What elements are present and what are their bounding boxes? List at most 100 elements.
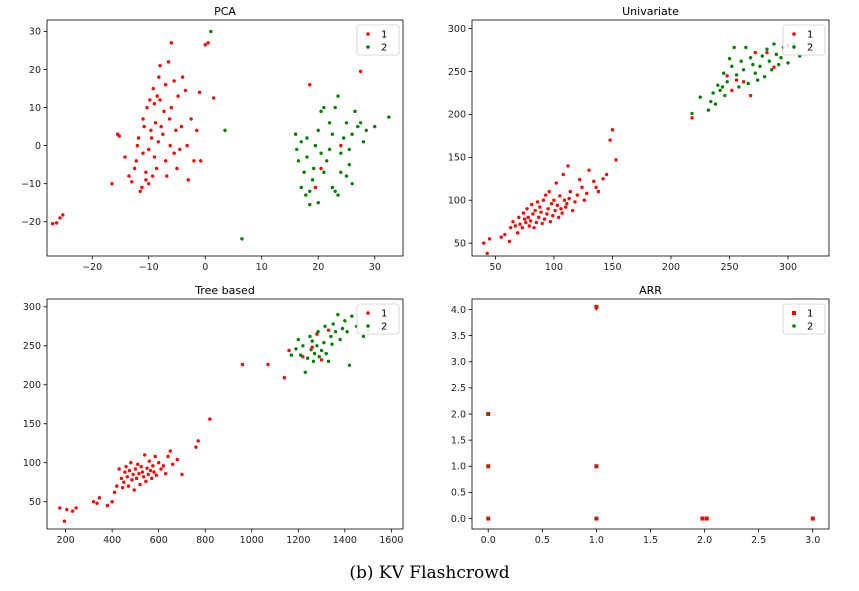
legend-marker xyxy=(792,311,796,315)
point-series-1 xyxy=(199,159,203,163)
chart-title: ARR xyxy=(639,284,662,297)
point-series-1 xyxy=(546,207,550,211)
point-series-2 xyxy=(330,185,335,190)
x-tick-label: 100 xyxy=(545,262,563,273)
point-series-2 xyxy=(353,109,357,114)
point-series-2 xyxy=(347,162,352,167)
point-series-2 xyxy=(769,68,774,72)
point-series-1 xyxy=(527,224,532,228)
y-tick-label: 2.5 xyxy=(451,383,466,394)
point-series-1 xyxy=(203,43,207,47)
legend-box xyxy=(782,303,826,335)
point-series-1 xyxy=(144,170,148,174)
y-tick-label: 100 xyxy=(448,196,466,207)
point-series-1 xyxy=(165,174,169,178)
point-series-1 xyxy=(585,191,589,196)
point-series-2 xyxy=(741,68,746,72)
point-series-1 xyxy=(154,166,159,171)
point-series-1 xyxy=(141,151,145,155)
point-series-1 xyxy=(183,88,188,93)
point-series-2 xyxy=(776,62,781,67)
point-series-1 xyxy=(562,198,567,202)
point-series-2 xyxy=(296,337,300,342)
point-series-1 xyxy=(156,140,161,144)
point-series-1 xyxy=(134,159,138,163)
point-series-1 xyxy=(141,117,145,121)
point-series-2 xyxy=(312,166,316,171)
point-series-2 xyxy=(330,132,335,136)
x-tick-label: 1000 xyxy=(240,535,264,546)
x-tick-label: 600 xyxy=(150,535,168,546)
point-series-1 xyxy=(700,516,705,521)
point-series-2 xyxy=(732,45,736,50)
point-series-1 xyxy=(563,205,568,209)
point-series-1 xyxy=(541,198,546,202)
legend-marker xyxy=(792,32,796,36)
point-series-1 xyxy=(175,166,179,171)
point-series-1 xyxy=(487,237,492,241)
plot-frame xyxy=(46,298,404,530)
point-series-1 xyxy=(147,459,152,463)
point-series-1 xyxy=(141,475,146,479)
point-series-1 xyxy=(95,501,99,505)
point-series-1 xyxy=(548,219,553,224)
point-series-2 xyxy=(308,189,312,193)
point-series-2 xyxy=(720,85,725,89)
point-series-2 xyxy=(323,324,327,328)
point-series-1 xyxy=(122,480,126,484)
point-series-2 xyxy=(344,121,349,125)
point-series-2 xyxy=(690,111,694,116)
point-series-2 xyxy=(338,337,342,342)
point-series-1 xyxy=(282,376,287,380)
point-series-2 xyxy=(319,109,323,114)
point-series-2 xyxy=(727,56,732,61)
y-tick-label: 200 xyxy=(23,380,41,391)
legend-marker xyxy=(366,32,370,36)
point-series-1 xyxy=(145,466,149,470)
point-series-1 xyxy=(196,439,200,443)
point-series-2 xyxy=(316,128,320,133)
x-tick-label: 30 xyxy=(369,262,381,273)
point-series-2 xyxy=(209,29,213,34)
point-series-1 xyxy=(565,201,569,206)
point-series-1 xyxy=(522,217,527,221)
point-series-2 xyxy=(327,121,332,125)
point-series-2 xyxy=(344,174,349,178)
point-series-2 xyxy=(595,308,598,311)
point-series-2 xyxy=(339,170,343,174)
point-series-1 xyxy=(558,194,562,198)
point-series-2 xyxy=(737,85,741,89)
point-series-1 xyxy=(140,470,145,474)
point-series-2 xyxy=(295,147,299,152)
y-tick-label: 250 xyxy=(23,341,41,352)
point-series-1 xyxy=(70,509,75,513)
point-series-1 xyxy=(580,185,584,190)
point-series-1 xyxy=(587,168,591,172)
point-series-1 xyxy=(166,60,171,64)
point-series-1 xyxy=(126,484,131,488)
point-series-2 xyxy=(322,105,326,110)
point-series-1 xyxy=(163,471,168,476)
point-series-1 xyxy=(112,490,117,495)
point-series-1 xyxy=(529,202,534,207)
point-series-1 xyxy=(195,128,199,133)
point-series-1 xyxy=(138,482,142,487)
point-series-1 xyxy=(508,225,513,230)
y-tick-label: 3.5 xyxy=(451,331,466,342)
point-series-1 xyxy=(131,472,135,477)
figure-caption: (b) KV Flashcrowd xyxy=(349,563,510,583)
point-series-2 xyxy=(311,359,316,364)
point-series-1 xyxy=(521,211,526,215)
point-series-2 xyxy=(350,132,354,136)
legend-label: 1 xyxy=(807,30,813,41)
point-series-1 xyxy=(127,174,131,178)
point-series-1 xyxy=(97,496,102,500)
point-series-1 xyxy=(725,74,729,78)
point-series-1 xyxy=(124,464,128,469)
point-series-1 xyxy=(74,506,78,510)
point-series-2 xyxy=(772,42,776,46)
point-series-2 xyxy=(762,74,767,79)
point-series-1 xyxy=(524,220,528,225)
point-series-1 xyxy=(594,304,599,309)
